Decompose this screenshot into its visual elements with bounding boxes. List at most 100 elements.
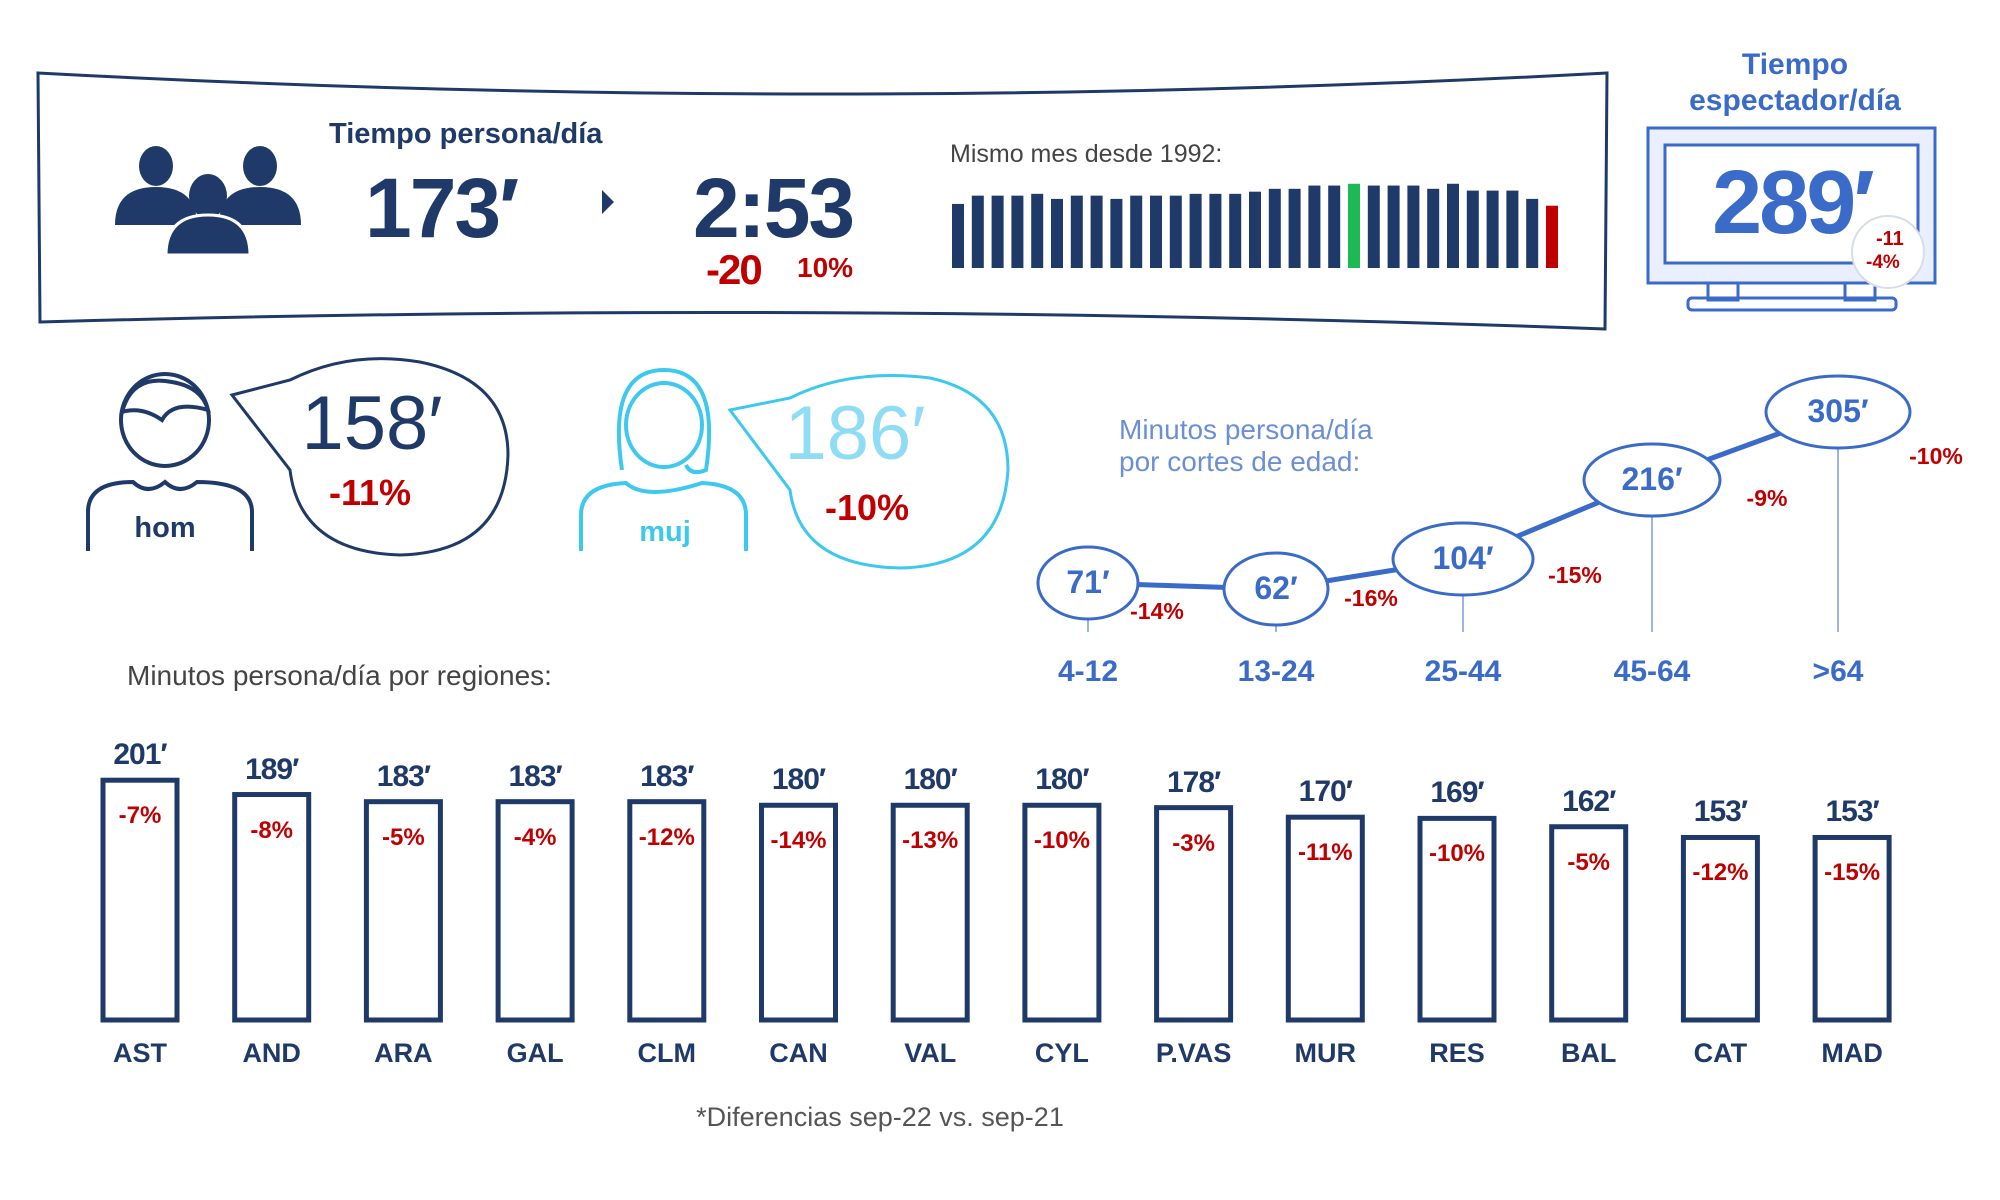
age-value-label: 104′ (1432, 540, 1494, 576)
region-diff-label: -5% (382, 823, 425, 851)
viewer-diff-badge (1851, 215, 1925, 289)
history-bar-2004 (1189, 193, 1202, 268)
region-bar-chart (100, 777, 1892, 1023)
footnote: *Diferencias sep-22 vs. sep-21 (696, 1102, 1064, 1132)
history-bar-1998 (1070, 195, 1083, 268)
history-bar-2006 (1229, 193, 1242, 268)
region-diff-label: -10% (1033, 827, 1090, 855)
region-value-label: 180′ (1035, 763, 1089, 797)
region-bar-AND (232, 792, 312, 1023)
men-label: hom (134, 512, 196, 544)
age-value-label: 216′ (1621, 461, 1683, 497)
age-category-label: 13-24 (1237, 655, 1315, 688)
region-category-label: CAT (1693, 1038, 1748, 1068)
region-diff-label: -12% (1692, 859, 1749, 887)
age-value-label: 71′ (1066, 564, 1110, 600)
age-diff-label: -9% (1746, 485, 1788, 511)
region-value-label: 162′ (1562, 784, 1616, 818)
age-point (1036, 545, 1140, 621)
region-diff-label: -7% (118, 802, 162, 830)
region-category-label: RES (1429, 1038, 1485, 1068)
history-bar-1997 (1051, 198, 1063, 268)
region-category-label: GAL (506, 1038, 564, 1068)
history-bar-2008 (1268, 188, 1281, 268)
age-category-label: 45-64 (1613, 655, 1691, 688)
history-bar-2002 (1150, 195, 1162, 268)
age-point (1222, 551, 1330, 627)
history-bar-2019 (1486, 190, 1499, 268)
history-bar-2022 (1546, 205, 1558, 268)
region-category-label: CLM (637, 1038, 697, 1068)
viewer-title-line2: espectador/día (1689, 84, 1901, 117)
summary-frame (36, 71, 1609, 331)
caret-right-icon (602, 190, 614, 214)
region-category-label: CYL (1034, 1038, 1089, 1068)
region-value-label: 201′ (113, 738, 167, 772)
history-bar-2017 (1447, 183, 1459, 268)
region-bar-BAL (1549, 824, 1629, 1023)
history-bar-2000 (1110, 198, 1123, 268)
region-category-label: P.VAS (1155, 1038, 1232, 1068)
history-bar-2012 (1348, 183, 1360, 268)
history-bar-2021 (1526, 198, 1539, 268)
region-value-label: 153′ (1693, 795, 1748, 829)
age-category-label: >64 (1812, 655, 1864, 688)
viewer-title-line1: Tiempo (1741, 48, 1849, 81)
man-icon (86, 372, 254, 551)
history-title: Mismo mes desde 1992: (950, 140, 1223, 168)
region-diff-label: -8% (250, 816, 294, 844)
region-bar-RES (1417, 815, 1497, 1023)
summary-diff-pct: 10% (797, 252, 854, 283)
age-point (1582, 442, 1722, 518)
region-bar-P.VAS (1154, 805, 1234, 1023)
history-bar-2018 (1466, 190, 1479, 268)
history-bar-2011 (1328, 185, 1341, 268)
viewer-diff-pct: -4% (1866, 252, 1900, 273)
history-bar-2020 (1506, 190, 1519, 268)
people-group-icon (115, 146, 301, 257)
age-category-label: 4-12 (1057, 655, 1119, 688)
region-bar-MUR (1285, 814, 1365, 1023)
summary-hours: 2:53 (693, 161, 855, 255)
history-bar-1994 (991, 195, 1004, 268)
region-bar-GAL (495, 799, 575, 1023)
history-bar-chart (952, 183, 1558, 268)
region-bar-CAN (759, 802, 838, 1023)
age-title-line1: Minutos persona/día (1119, 414, 1373, 445)
region-diff-label: -13% (902, 827, 959, 855)
history-bar-1996 (1031, 193, 1044, 268)
summary-diff-abs: -20 (706, 246, 763, 293)
age-title-line2: por cortes de edad: (1119, 446, 1361, 477)
region-diff-label: -11% (1297, 839, 1353, 867)
region-value-label: 183′ (640, 759, 694, 793)
age-category-label: 25-44 (1424, 655, 1502, 688)
region-category-label: CAN (769, 1038, 828, 1068)
history-bar-2007 (1249, 191, 1261, 268)
region-category-label: ARA (374, 1038, 433, 1068)
region-diff-label: -4% (513, 823, 557, 851)
history-bar-1999 (1090, 195, 1103, 268)
age-diff-label: -14% (1130, 598, 1184, 624)
viewer-diff-abs: -11 (1876, 228, 1904, 250)
region-value-label: 183′ (508, 759, 562, 793)
region-diff-label: -12% (638, 823, 695, 851)
age-point (1764, 374, 1912, 450)
region-category-label: BAL (1560, 1038, 1617, 1068)
region-diff-label: -3% (1172, 829, 1215, 857)
region-bar-AST (100, 777, 180, 1023)
region-diff-label: -10% (1428, 840, 1486, 868)
history-bar-2001 (1130, 195, 1143, 268)
age-value-label: 305′ (1807, 393, 1869, 429)
men-speech-bubble (229, 357, 510, 557)
summary-minutes: 173′ (365, 161, 519, 255)
region-bar-CAT (1680, 834, 1760, 1023)
region-value-label: 153′ (1825, 795, 1879, 829)
women-value: 186′ (784, 391, 926, 476)
history-bar-2013 (1367, 185, 1380, 268)
history-bar-2014 (1387, 185, 1400, 268)
region-value-label: 183′ (376, 759, 431, 793)
region-bar-ARA (363, 799, 443, 1023)
age-diff-label: -16% (1344, 585, 1398, 611)
region-value-label: 189′ (245, 752, 299, 786)
region-diff-label: -15% (1824, 859, 1881, 887)
